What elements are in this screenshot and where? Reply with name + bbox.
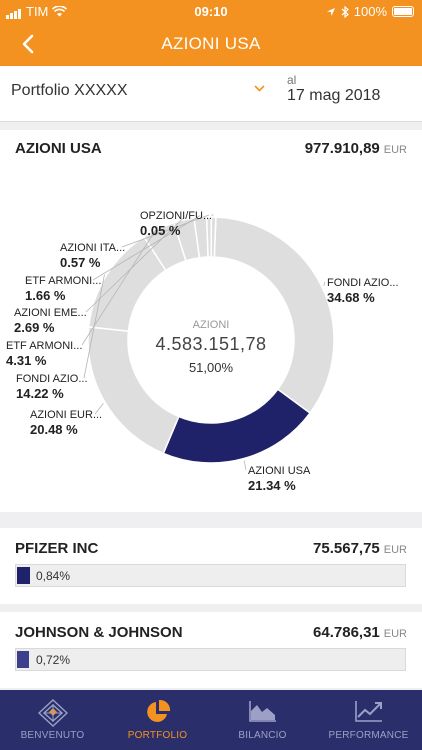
bluetooth-icon xyxy=(341,5,349,18)
summary-value: 977.910,89 xyxy=(304,140,380,157)
slice-label: ETF ARMONI... xyxy=(6,340,82,352)
slice-value-label: 21.34 % xyxy=(248,478,296,493)
slice-value-label: 2.69 % xyxy=(14,320,55,335)
weight-percent: 0,72% xyxy=(36,653,71,667)
holding-value: 75.567,75 xyxy=(313,540,380,557)
slice-value-label: 34.68 % xyxy=(327,290,375,305)
leader-line xyxy=(94,403,104,415)
slice-label: FONDI AZIO... xyxy=(16,373,88,385)
battery-percent: 100% xyxy=(353,4,387,19)
carrier-label: TIM xyxy=(26,4,49,19)
pie-chart-icon xyxy=(146,699,170,722)
home-logo-icon xyxy=(37,699,68,727)
portfolio-date[interactable]: 17 mag 2018 xyxy=(287,87,381,104)
page-title: AZIONI USA xyxy=(161,34,261,53)
leader-line xyxy=(85,217,184,313)
leader-line xyxy=(323,281,326,287)
holding-amount: 64.786,31 EUR xyxy=(313,624,407,641)
portfolio-selector[interactable]: Portfolio XXXXX al 17 mag 2018 xyxy=(0,66,422,122)
slice-label: AZIONI EME... xyxy=(14,307,87,319)
holding-card[interactable]: JOHNSON & JOHNSON 64.786,31 EUR 0,72% xyxy=(0,612,422,688)
date-caption: al xyxy=(287,73,297,87)
line-chart-icon xyxy=(354,701,382,722)
weight-bar: 0,72% xyxy=(15,648,406,671)
weight-bar: 0,84% xyxy=(15,564,406,587)
slice-label: AZIONI ITA... xyxy=(60,242,125,254)
back-button[interactable] xyxy=(14,28,42,60)
slice-label: FONDI AZIO... xyxy=(327,277,399,289)
tab-bilancio[interactable]: BILANCIO xyxy=(210,690,315,750)
leader-line xyxy=(81,226,158,346)
chevron-down-icon[interactable] xyxy=(254,85,265,92)
slice-value-label: 0.05 % xyxy=(140,223,181,238)
holding-amount: 75.567,75 EUR xyxy=(313,540,407,557)
tab-benvenuto[interactable]: BENVENUTO xyxy=(0,690,105,750)
location-icon xyxy=(326,7,335,16)
tab-label: BENVENUTO xyxy=(20,730,85,741)
center-caption: AZIONI xyxy=(193,319,230,331)
chevron-left-icon xyxy=(22,34,34,54)
center-percent: 51,00% xyxy=(189,360,234,375)
holding-currency: EUR xyxy=(383,628,407,640)
weight-bar-fill xyxy=(17,651,29,668)
summary-currency: EUR xyxy=(383,144,407,156)
wifi-icon xyxy=(52,6,68,17)
holding-value: 64.786,31 xyxy=(313,624,380,641)
slice-value-label: 0.57 % xyxy=(60,255,101,270)
clock: 09:10 xyxy=(194,4,228,19)
weight-percent: 0,84% xyxy=(36,569,71,583)
slice-value-label: 4.31 % xyxy=(6,353,47,368)
summary-title: AZIONI USA xyxy=(15,140,102,157)
slice-label: AZIONI EUR... xyxy=(30,409,102,421)
tab-performance[interactable]: PERFORMANCE xyxy=(315,690,422,750)
slice-value-label: 20.48 % xyxy=(30,422,78,437)
nav-bar: AZIONI USA xyxy=(0,22,422,66)
donut-slice[interactable] xyxy=(210,216,217,258)
summary-amount: 977.910,89 EUR xyxy=(305,140,407,157)
signal-icon xyxy=(6,4,22,19)
slice-value-label: 1.66 % xyxy=(25,288,66,303)
tab-label: BILANCIO xyxy=(238,730,287,741)
tab-bar: BENVENUTO PORTFOLIO BILANCIO PERFOR xyxy=(0,690,422,750)
leader-line xyxy=(243,460,247,471)
donut-slice[interactable] xyxy=(213,216,335,415)
status-bar: TIM 09:10 100% xyxy=(0,0,422,22)
slice-label: ETF ARMONI... xyxy=(25,275,101,287)
holding-name: PFIZER INC xyxy=(15,540,99,557)
holding-currency: EUR xyxy=(383,544,407,556)
tab-portfolio[interactable]: PORTFOLIO xyxy=(105,690,210,750)
holding-name: JOHNSON & JOHNSON xyxy=(15,624,183,641)
area-chart-icon xyxy=(248,701,276,722)
leader-line xyxy=(121,214,210,248)
battery-icon xyxy=(392,6,414,17)
leader-line xyxy=(92,215,201,281)
holding-card[interactable]: PFIZER INC 75.567,75 EUR 0,84% xyxy=(0,528,422,604)
center-amount: 4.583.151,78 xyxy=(155,334,266,354)
slice-label: AZIONI USA xyxy=(248,465,311,477)
weight-bar-fill xyxy=(17,567,31,584)
slice-value-label: 14.22 % xyxy=(16,386,64,401)
tab-label: PORTFOLIO xyxy=(127,730,188,741)
slice-label: OPZIONI/FU... xyxy=(140,210,212,222)
tab-label: PERFORMANCE xyxy=(328,730,409,741)
donut-slice[interactable] xyxy=(162,388,312,464)
portfolio-name: Portfolio XXXXX xyxy=(11,82,128,99)
asset-class-summary: AZIONI USA 977.910,89 EUR FONDI AZIO... 34… xyxy=(0,130,422,512)
